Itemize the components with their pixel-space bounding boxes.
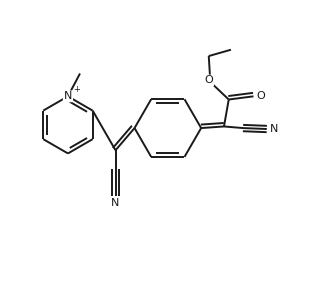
Text: +: + [73, 85, 80, 94]
Text: N: N [111, 198, 120, 208]
Text: O: O [256, 91, 265, 101]
Text: O: O [204, 75, 213, 86]
Text: N: N [64, 91, 72, 101]
Text: N: N [270, 124, 278, 134]
